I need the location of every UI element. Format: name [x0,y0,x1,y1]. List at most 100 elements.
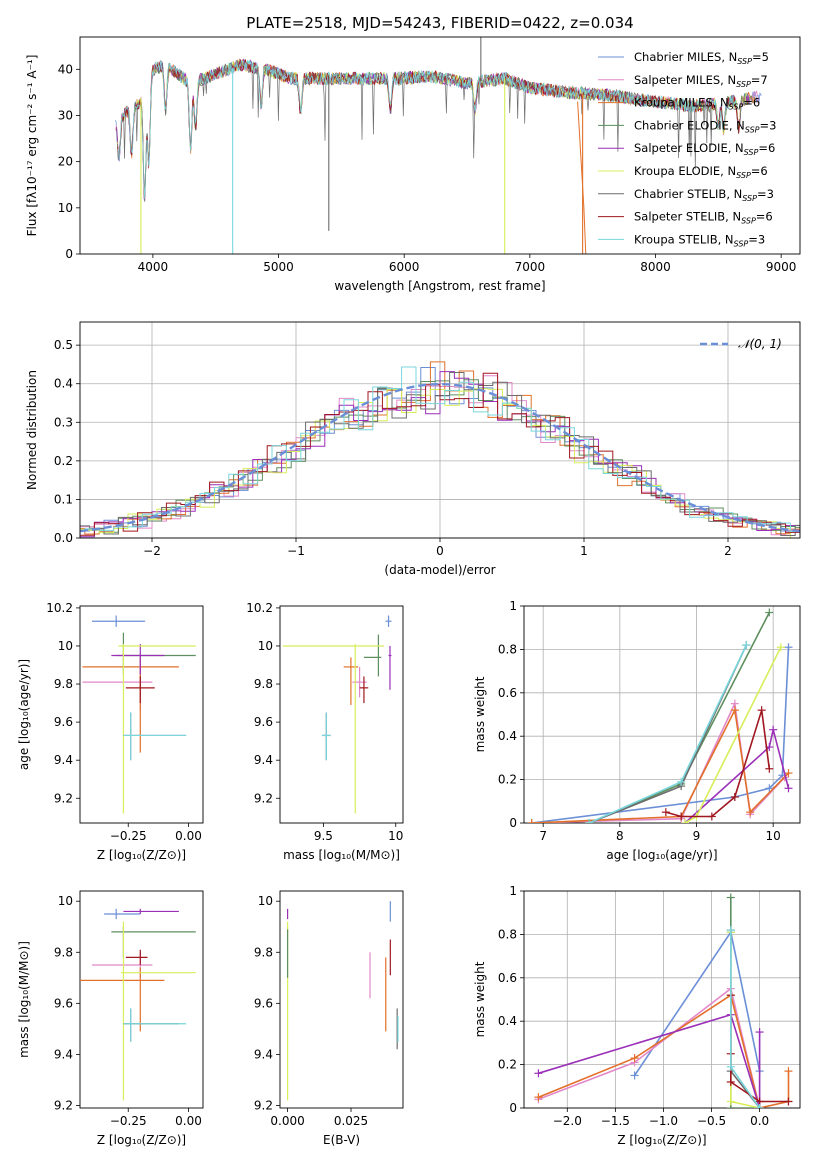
y-tick-label: 0.5 [54,338,73,352]
y-tick-label: 0.2 [54,454,73,468]
x-tick-label: 8000 [640,260,671,274]
weight_vs_age-panel: 7 8 9 10 0 0.2 0.4 0.6 0.8 1 age [log₁₀(age/yr)] ma… [473,599,801,862]
gaussian-reference [80,382,800,533]
histogram-steps [80,361,800,538]
y-tick-label: 9.8 [54,677,73,691]
y-tick-label: 9.8 [54,945,73,959]
x-axis-label: (data-model)/error [384,563,495,577]
axes-frame [79,890,204,1109]
age_vs_Z-panel: −0.25 0.00 9.2 9.4 9.6 9.8 10 10.2 Z [log₁₀(Z/Z⊙… [17,601,204,862]
weight-series [538,1013,761,1108]
x-tick-label: 10 [766,829,781,843]
legend-entry: Chabrier ELODIE, NSSP=3 [634,118,776,134]
legend-entry: Salpeter MILES, NSSP=7 [634,73,768,89]
errorbars [287,901,399,1101]
x-axis-label: Z [log₁₀(Z/Z⊙)] [97,1133,186,1147]
legend-entry: Kroupa MILES, NSSP=6 [634,96,760,112]
y-tick-label: 20 [58,155,73,169]
age_vs_mass-panel: 9.5 10 9.2 9.4 9.6 9.8 10 10.2 mass [log₁₀(M/M⊙)… [246,601,404,862]
y-tick-label: 9.6 [54,996,73,1010]
errorbars [82,615,196,814]
legend-entry: Kroupa ELODIE, NSSP=6 [634,164,768,180]
y-tick-label: 1 [509,884,517,898]
x-tick-label: −2.0 [553,1114,582,1128]
spectrum-series [117,59,741,200]
y-axis-label: age [log₁₀(age/yr)] [17,659,31,770]
legend-entry: Chabrier STELIB, NSSP=3 [634,187,774,203]
y-tick-label: 0 [509,816,517,830]
y-tick-label: 0.4 [54,377,73,391]
x-tick-label: 9.5 [314,829,333,843]
axes-frame [79,605,204,824]
weight-series [531,700,786,823]
x-tick-label: 6000 [389,260,420,274]
figure-title: PLATE=2518, MJD=54243, FIBERID=0422, z=0… [246,14,633,32]
y-tick-label: 0 [65,247,73,261]
x-tick-label: 0.0 [750,1114,769,1128]
y-tick-label: 0.6 [498,971,517,985]
y-axis-label: Normed distribution [25,370,39,490]
y-tick-label: 9.8 [254,945,273,959]
x-tick-label: 10 [388,829,403,843]
x-tick-label: 2 [724,544,732,558]
y-tick-label: 9.6 [254,715,273,729]
weight-series [684,729,790,823]
y-tick-label: 0.2 [498,773,517,787]
spectrum-legend: Chabrier MILES, NSSP=5 Salpeter MILES, NS… [598,50,776,248]
x-tick-label: −1 [287,544,305,558]
y-tick-label: 0.3 [54,415,73,429]
y-tick-label: 0.8 [498,927,517,941]
weight-series [730,932,760,1108]
mass_vs_Z-panel: −0.25 0.00 9.2 9.4 9.6 9.8 10 Z [log₁₀(Z/Z⊙)] ma… [17,890,204,1147]
x-tick-label: 9 [693,829,701,843]
x-tick-label: 7 [539,829,547,843]
legend-entry: Salpeter ELODIE, NSSP=6 [634,141,775,157]
x-tick-label: 7000 [515,260,546,274]
y-tick-label: 0 [509,1101,517,1115]
weight-series [665,709,771,818]
y-tick-label: 1 [509,599,517,613]
x-tick-label: −0.5 [697,1114,726,1128]
x-tick-label: 0.00 [175,1114,202,1128]
x-axis-label: wavelength [Angstrom, rest frame] [334,279,545,293]
residuals-panel: −2 −1 0 1 2 0.0 0.1 0.2 0.3 0.4 0.5 (data-model)/er… [25,321,801,577]
x-tick-label: 0.00 [175,829,202,843]
x-tick-label: 8 [616,829,624,843]
legend-entry: 𝒩(0, 1) [738,337,782,351]
y-tick-label: 9.4 [54,753,73,767]
weight-series [538,987,761,1108]
y-tick-label: 9.4 [254,1047,273,1061]
x-tick-label: 0.025 [334,1114,368,1128]
weight-series [633,930,761,1076]
x-tick-label: −0.25 [110,1114,147,1128]
y-axis-label: mass weight [473,676,487,752]
y-tick-label: 0.8 [498,642,517,656]
y-tick-label: 10.2 [46,601,73,615]
x-axis-label: Z [log₁₀(Z/Z⊙)] [617,1133,706,1147]
y-tick-label: 9.4 [54,1047,73,1061]
y-tick-label: 9.2 [254,1098,273,1112]
x-axis-label: age [log₁₀(age/yr)] [606,848,717,862]
y-axis-label: mass [log₁₀(M/M⊙)] [17,941,31,1058]
x-tick-label: −0.25 [110,829,147,843]
y-axis-label: mass weight [473,961,487,1037]
y-tick-label: 9.2 [54,791,73,805]
y-tick-label: 0.0 [54,531,73,545]
y-tick-label: 0.4 [498,1014,517,1028]
axes-frame [523,605,801,824]
axes-frame [279,605,404,824]
legend-entry: Salpeter STELIB, NSSP=6 [634,210,773,226]
axes-frame [523,890,801,1109]
x-axis-label: Z [log₁₀(Z/Z⊙)] [97,848,186,862]
x-tick-label: 1 [580,544,588,558]
y-tick-label: 0.1 [54,492,73,506]
y-tick-label: 30 [58,108,73,122]
weight_vs_Z-panel: −2.0 −1.5 −1.0 −0.5 0.0 0 0.2 0.4 0.6 0.8 1 Z [log₁… [473,884,801,1147]
y-tick-label: 0.6 [498,686,517,700]
spectrum-panel: 4000 5000 6000 7000 8000 9000 0 10 20 30 40 wavelen… [25,36,801,293]
axes-frame [79,321,801,539]
y-tick-label: 10 [58,201,73,215]
x-tick-label: 9000 [766,260,797,274]
y-tick-label: 10.2 [246,601,273,615]
